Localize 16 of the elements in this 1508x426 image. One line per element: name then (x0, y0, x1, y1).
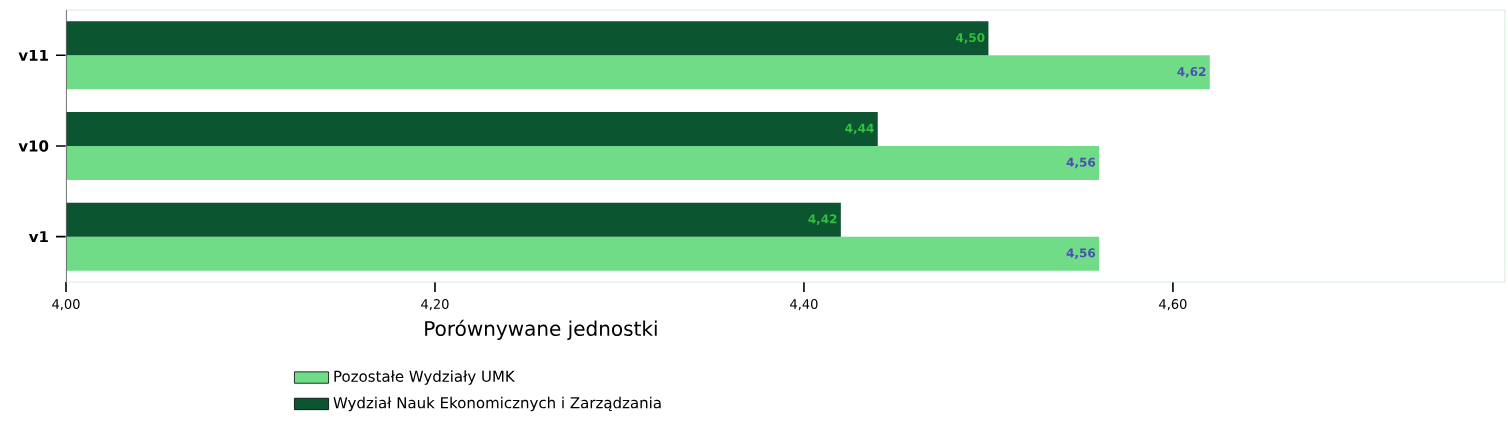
data-label: 4,62 (1177, 67, 1206, 78)
data-label: 4,56 (1066, 248, 1096, 259)
x-tick-label: 4,20 (421, 299, 449, 311)
x-tick-label: 4,00 (52, 299, 80, 311)
x-tick-label: 4,60 (1159, 299, 1187, 311)
data-label: 4,42 (808, 214, 837, 225)
y-tick-label: v1 (28, 231, 48, 243)
x-tick-label: 4,40 (790, 299, 818, 311)
data-label: 4,56 (1066, 157, 1096, 169)
legend-label: Wydział Nauk Ekonomicznych i Zarządzania (333, 396, 661, 412)
x-axis-title: Porównywane jednostki (425, 319, 657, 340)
y-tick-label: v10 (18, 140, 49, 152)
y-tick-label: v11 (18, 49, 48, 61)
data-label: 4,44 (845, 123, 874, 135)
data-label: 4,50 (955, 33, 985, 44)
legend-label: Pozostałe Wydziały UMK (334, 370, 516, 385)
